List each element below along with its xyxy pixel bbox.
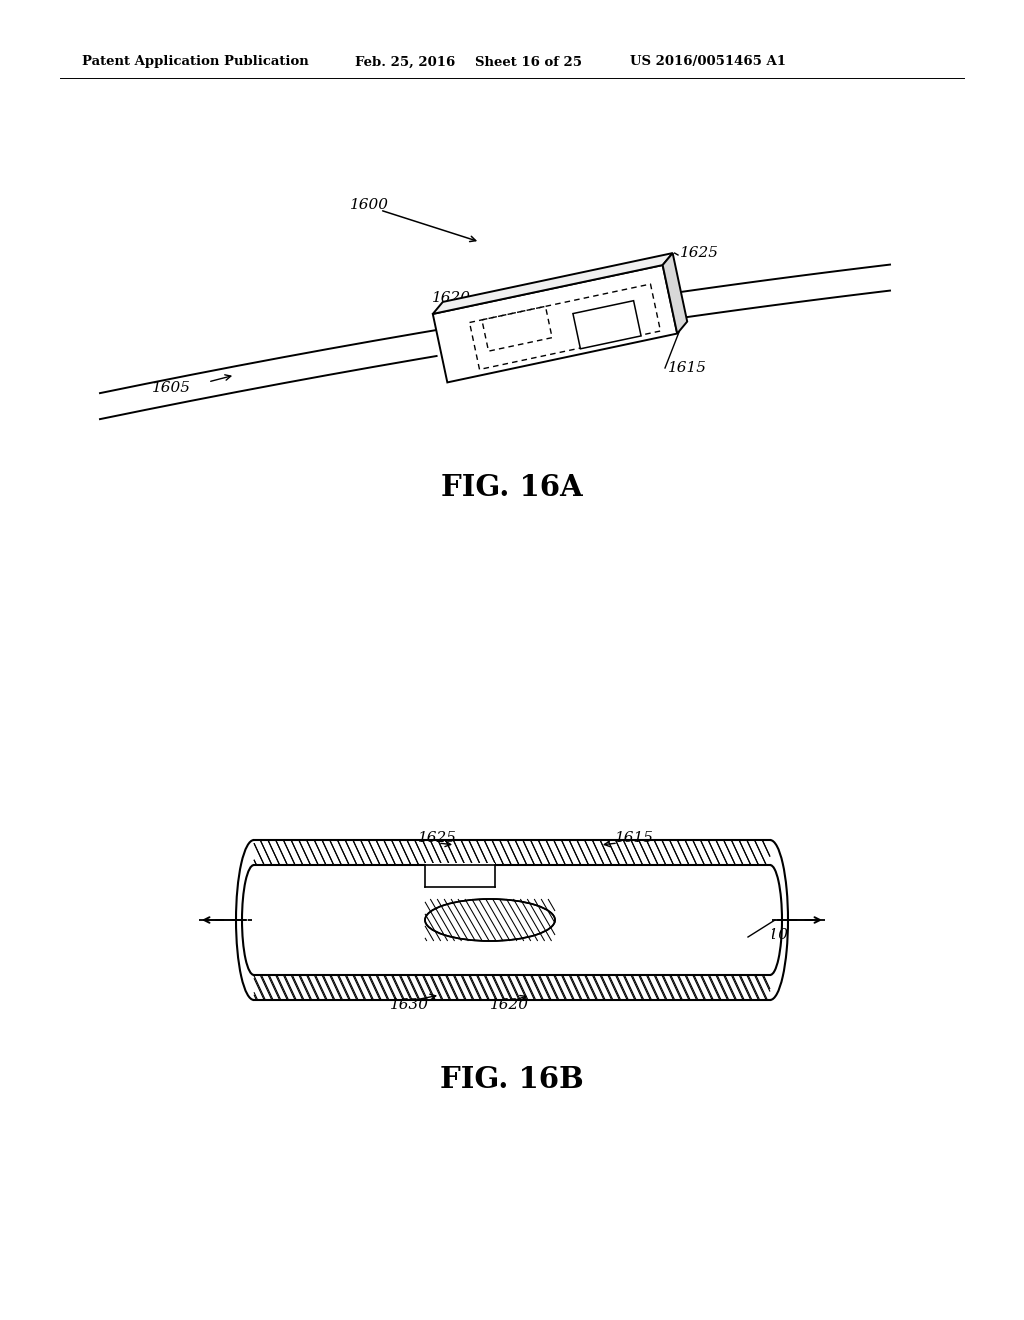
Polygon shape xyxy=(573,301,641,348)
Bar xyxy=(254,840,770,1001)
Text: Feb. 25, 2016: Feb. 25, 2016 xyxy=(355,55,456,69)
Text: 1630: 1630 xyxy=(390,998,429,1012)
Text: 1625: 1625 xyxy=(418,832,457,845)
Text: Patent Application Publication: Patent Application Publication xyxy=(82,55,309,69)
Text: 1625: 1625 xyxy=(680,246,719,260)
Text: 1605: 1605 xyxy=(152,381,191,395)
Text: 1620: 1620 xyxy=(432,290,471,305)
Bar xyxy=(425,863,495,888)
Text: 1615: 1615 xyxy=(615,832,654,845)
Text: 1600: 1600 xyxy=(350,198,389,213)
Polygon shape xyxy=(433,265,677,383)
Text: FIG. 16B: FIG. 16B xyxy=(440,1065,584,1094)
Text: Sheet 16 of 25: Sheet 16 of 25 xyxy=(475,55,582,69)
Polygon shape xyxy=(433,253,673,314)
Polygon shape xyxy=(663,253,687,334)
Text: FIG. 16A: FIG. 16A xyxy=(441,474,583,503)
Text: US 2016/0051465 A1: US 2016/0051465 A1 xyxy=(630,55,786,69)
Ellipse shape xyxy=(425,899,555,941)
Text: 1620: 1620 xyxy=(490,998,529,1012)
Text: 1610: 1610 xyxy=(750,928,790,942)
Bar xyxy=(252,865,772,975)
Text: 1615: 1615 xyxy=(668,360,707,375)
